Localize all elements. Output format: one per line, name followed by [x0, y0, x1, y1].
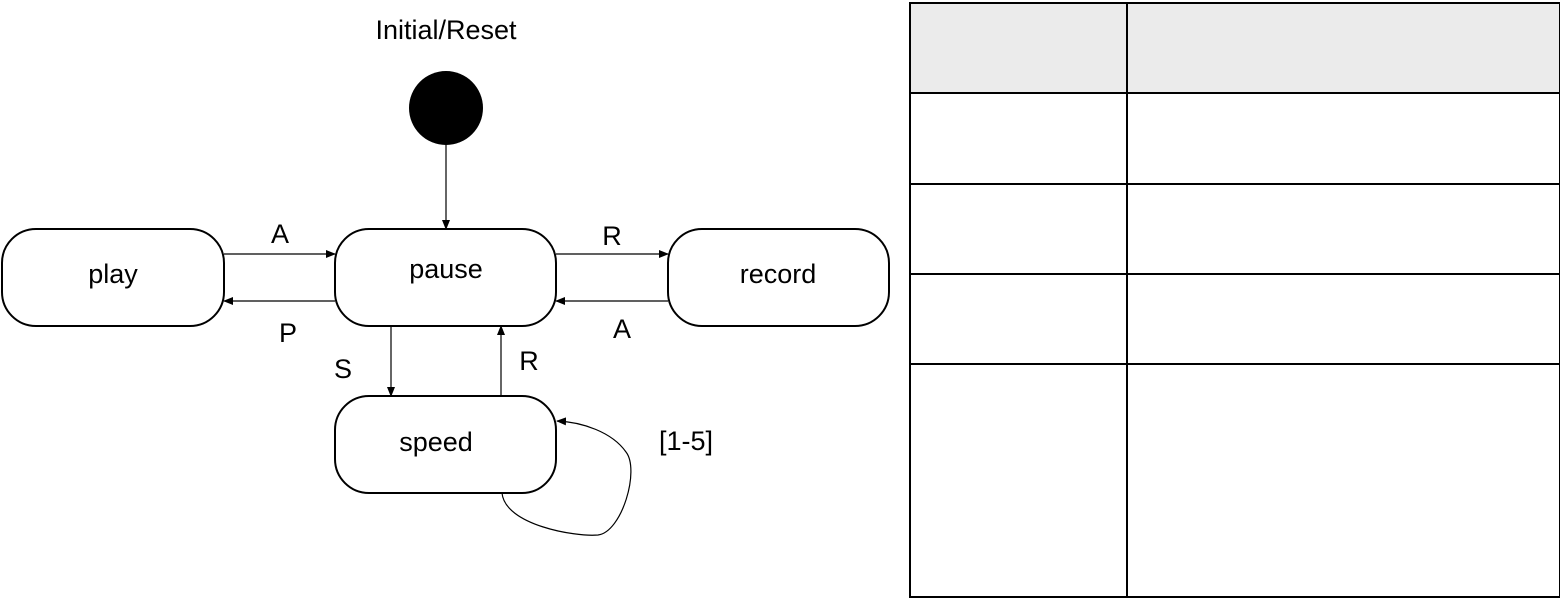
edge-record-to-pause-label: A: [613, 314, 631, 344]
edge-speed-to-pause-label: R: [519, 346, 539, 376]
initial-label: Initial/Reset: [375, 15, 517, 45]
table-cell: [1126, 92, 1560, 185]
table-header-cell: [1126, 1, 1560, 95]
edge-play-to-pause-label: A: [271, 219, 289, 249]
state-speed: speed: [334, 395, 557, 494]
edge-pause-to-play-label: P: [279, 318, 297, 348]
table-cell: [909, 363, 1128, 598]
table-header-cell: [909, 1, 1128, 95]
state-pause-label: pause: [409, 254, 483, 284]
state-play: play: [1, 228, 225, 327]
state-table: [909, 1, 1560, 598]
table-cell: [909, 272, 1128, 366]
table-cell: [909, 92, 1128, 185]
initial-node: [409, 71, 483, 145]
table-row: [909, 272, 1560, 366]
state-record: record: [667, 228, 890, 327]
state-speed-label: speed: [399, 427, 473, 457]
table-cell: [1126, 363, 1560, 598]
state-play-label: play: [88, 259, 138, 289]
state-record-label: record: [740, 259, 817, 289]
table-header-row: [909, 1, 1560, 95]
edge-pause-to-record-label: R: [602, 221, 622, 251]
table-cell: [1126, 272, 1560, 366]
table-row: [909, 92, 1560, 185]
state-diagram: Initial/Reset play pause record speed A …: [1, 15, 890, 536]
table-row: [909, 363, 1560, 598]
table-row: [909, 182, 1560, 275]
edge-speed-self-loop-label: [1-5]: [659, 426, 713, 456]
table-cell: [1126, 182, 1560, 275]
table-cell: [909, 182, 1128, 275]
state-pause: pause: [334, 228, 557, 327]
edge-pause-to-speed-label: S: [334, 354, 352, 384]
edge-speed-self-loop: [501, 417, 632, 536]
